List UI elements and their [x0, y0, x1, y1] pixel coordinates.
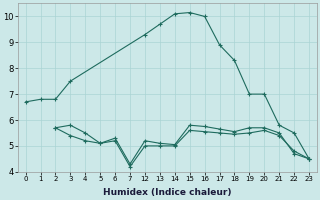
X-axis label: Humidex (Indice chaleur): Humidex (Indice chaleur) — [103, 188, 232, 197]
